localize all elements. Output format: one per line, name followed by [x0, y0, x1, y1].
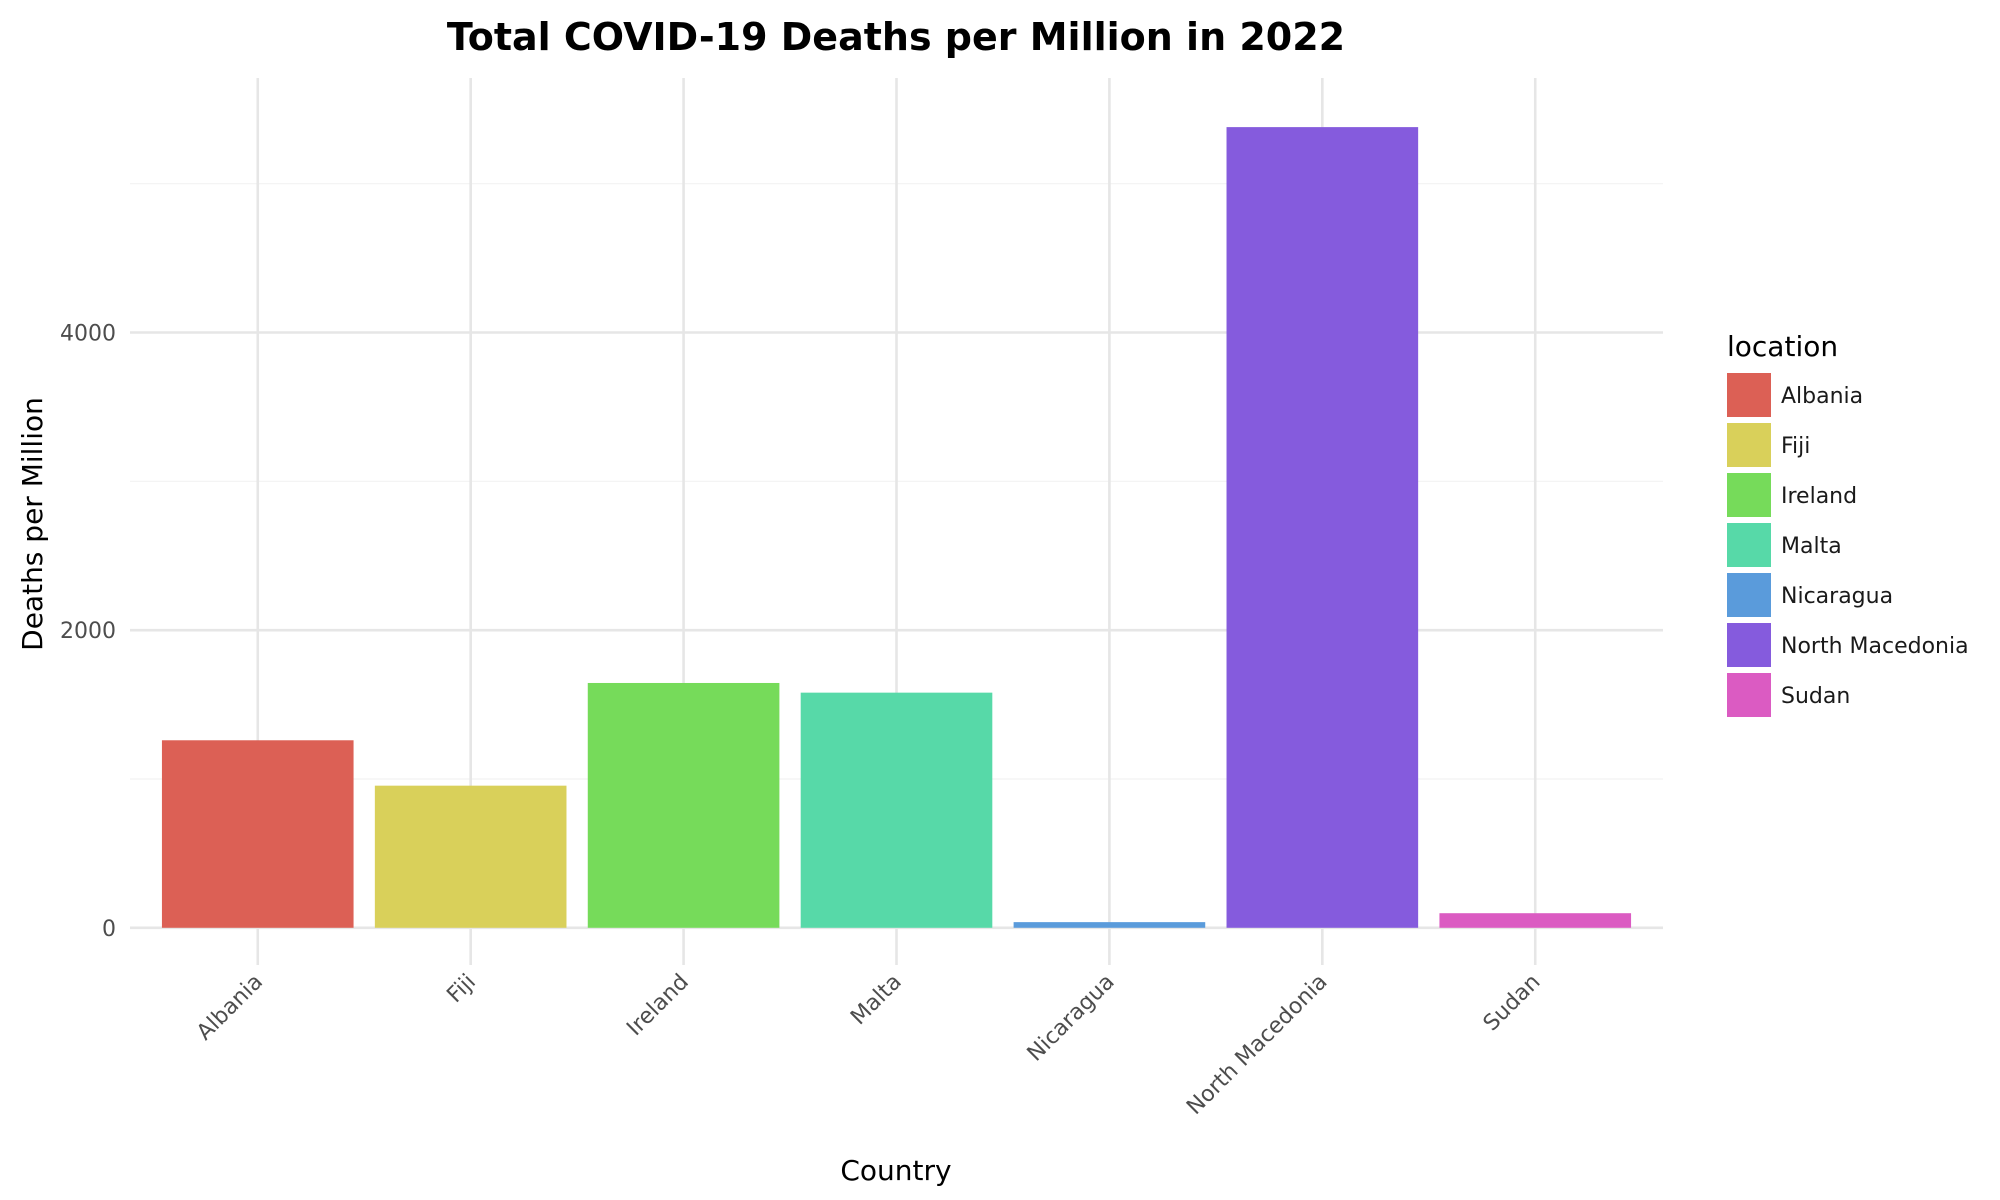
- x-axis-title: Country: [840, 1154, 951, 1187]
- legend-label: Fiji: [1781, 434, 1810, 459]
- legend-label: Nicaragua: [1781, 584, 1893, 609]
- legend-label: Albania: [1781, 384, 1863, 409]
- legend-label: Malta: [1781, 534, 1842, 559]
- x-tick-label: Albania: [192, 970, 268, 1046]
- bar-fiji: [374, 785, 567, 928]
- x-tick-label: North Macedonia: [1182, 970, 1332, 1120]
- bar-nicaragua: [1013, 922, 1206, 928]
- y-tick-label: 2000: [60, 619, 116, 644]
- bar-ireland: [587, 682, 780, 928]
- x-tick-label: Ireland: [622, 970, 693, 1041]
- bar-sudan: [1439, 913, 1632, 928]
- bar-albania: [161, 740, 354, 928]
- x-tick-label: Nicaragua: [1023, 970, 1120, 1067]
- y-axis-title: Deaths per Million: [16, 397, 49, 651]
- bar-north-macedonia: [1226, 127, 1419, 928]
- legend-key: [1727, 473, 1771, 517]
- x-tick-label: Malta: [846, 970, 907, 1031]
- legend-label: Sudan: [1781, 684, 1850, 709]
- bar-malta: [800, 692, 993, 928]
- legend-key: [1727, 673, 1771, 717]
- y-tick-label: 0: [102, 917, 116, 942]
- y-tick-label: 4000: [60, 321, 116, 346]
- legend-key: [1727, 423, 1771, 467]
- legend-key: [1727, 523, 1771, 567]
- legend-title: location: [1727, 330, 1838, 363]
- chart-title: Total COVID-19 Deaths per Million in 202…: [447, 15, 1345, 59]
- legend-key: [1727, 373, 1771, 417]
- x-tick-label: Sudan: [1479, 970, 1546, 1037]
- legend-label: Ireland: [1781, 484, 1857, 509]
- bars: [161, 127, 1632, 928]
- legend-key: [1727, 623, 1771, 667]
- legend-label: North Macedonia: [1781, 634, 1969, 659]
- x-tick-label: Fiji: [442, 970, 480, 1008]
- legend-key: [1727, 573, 1771, 617]
- legend: location Albania Fiji Ireland Malta Nicaragu…: [1727, 330, 1969, 717]
